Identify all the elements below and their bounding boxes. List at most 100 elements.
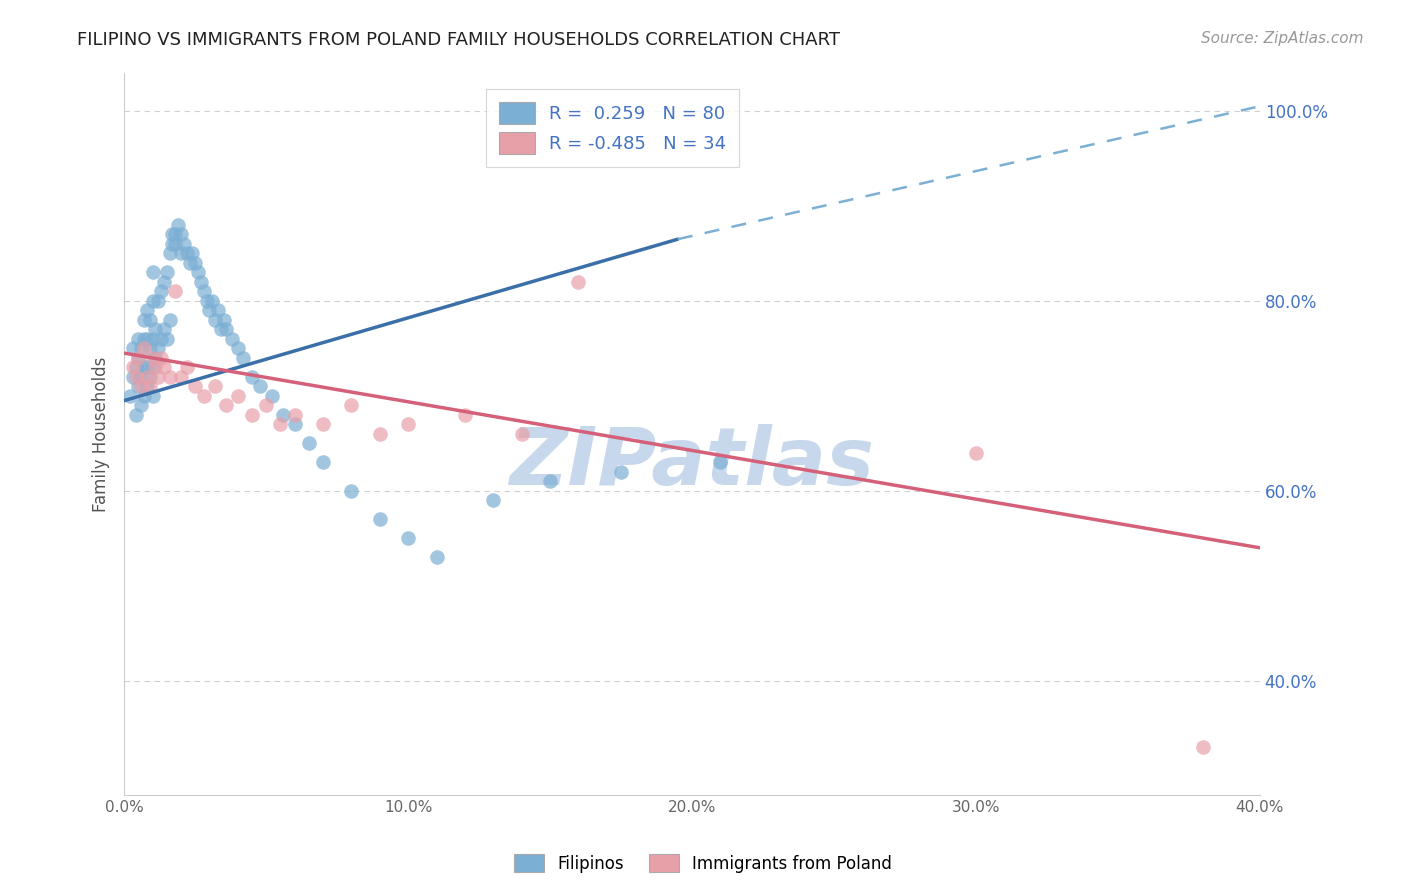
Point <box>129 369 152 384</box>
Point <box>136 369 159 384</box>
Point <box>482 493 505 508</box>
Point <box>139 342 162 356</box>
Point <box>226 342 249 356</box>
Point <box>142 360 165 375</box>
Point <box>340 483 363 498</box>
Point <box>162 227 184 242</box>
Point <box>132 313 155 327</box>
Point <box>132 342 155 356</box>
Point <box>136 303 159 318</box>
Point <box>240 408 263 422</box>
Text: FILIPINO VS IMMIGRANTS FROM POLAND FAMILY HOUSEHOLDS CORRELATION CHART: FILIPINO VS IMMIGRANTS FROM POLAND FAMIL… <box>77 31 841 49</box>
Point <box>207 303 229 318</box>
Point <box>195 293 218 308</box>
Point <box>148 293 170 308</box>
Point <box>136 360 159 375</box>
Point <box>148 342 170 356</box>
Point <box>204 313 226 327</box>
Point <box>510 426 533 441</box>
Point <box>249 379 271 393</box>
Text: ZIPatlas: ZIPatlas <box>509 424 875 501</box>
Point <box>136 379 159 393</box>
Point <box>129 398 152 412</box>
Point <box>159 313 181 327</box>
Point <box>165 236 187 251</box>
Point <box>298 436 321 450</box>
Point <box>156 332 179 346</box>
Point <box>368 512 391 526</box>
Point <box>145 351 167 365</box>
Point <box>204 379 226 393</box>
Point <box>148 369 170 384</box>
Point <box>312 417 335 432</box>
Point <box>127 379 149 393</box>
Point <box>232 351 254 365</box>
Point <box>156 265 179 279</box>
Point <box>136 332 159 346</box>
Point <box>162 236 184 251</box>
Point <box>312 455 335 469</box>
Point <box>215 398 238 412</box>
Point <box>124 408 146 422</box>
Point <box>150 332 173 346</box>
Point <box>127 351 149 365</box>
Point <box>567 275 589 289</box>
Point <box>193 389 215 403</box>
Point <box>226 389 249 403</box>
Point <box>260 389 283 403</box>
Point <box>129 342 152 356</box>
Point <box>209 322 232 336</box>
Point <box>368 426 391 441</box>
Point <box>121 369 143 384</box>
Point <box>124 360 146 375</box>
Point <box>132 389 155 403</box>
Point <box>425 550 447 565</box>
Point <box>176 360 198 375</box>
Point <box>145 360 167 375</box>
Point <box>538 475 561 489</box>
Point <box>142 351 165 365</box>
Point <box>124 369 146 384</box>
Point <box>396 531 419 545</box>
Point <box>179 256 201 270</box>
Point <box>142 332 165 346</box>
Point <box>118 389 141 403</box>
Point <box>153 322 176 336</box>
Point <box>198 303 221 318</box>
Point <box>221 332 243 346</box>
Point <box>132 332 155 346</box>
Point <box>201 293 224 308</box>
Point <box>139 379 162 393</box>
Point <box>139 313 162 327</box>
Point <box>184 256 207 270</box>
Point <box>269 417 291 432</box>
Point <box>610 465 633 479</box>
Point <box>142 389 165 403</box>
Point <box>396 417 419 432</box>
Point <box>165 285 187 299</box>
Point <box>190 275 212 289</box>
Point <box>170 369 193 384</box>
Point <box>121 342 143 356</box>
Point <box>240 369 263 384</box>
Point <box>254 398 277 412</box>
Point <box>1192 740 1215 755</box>
Point <box>150 285 173 299</box>
Point <box>145 322 167 336</box>
Point <box>167 218 190 232</box>
Point <box>127 332 149 346</box>
Point <box>150 351 173 365</box>
Point <box>142 293 165 308</box>
Point <box>176 246 198 260</box>
Point <box>173 236 195 251</box>
Point <box>170 246 193 260</box>
Point <box>127 351 149 365</box>
Point <box>284 408 307 422</box>
Point <box>965 446 987 460</box>
Point <box>165 227 187 242</box>
Legend: R =  0.259   N = 80, R = -0.485   N = 34: R = 0.259 N = 80, R = -0.485 N = 34 <box>486 89 740 167</box>
Point <box>340 398 363 412</box>
Point <box>184 379 207 393</box>
Point <box>284 417 307 432</box>
Y-axis label: Family Households: Family Households <box>93 356 110 511</box>
